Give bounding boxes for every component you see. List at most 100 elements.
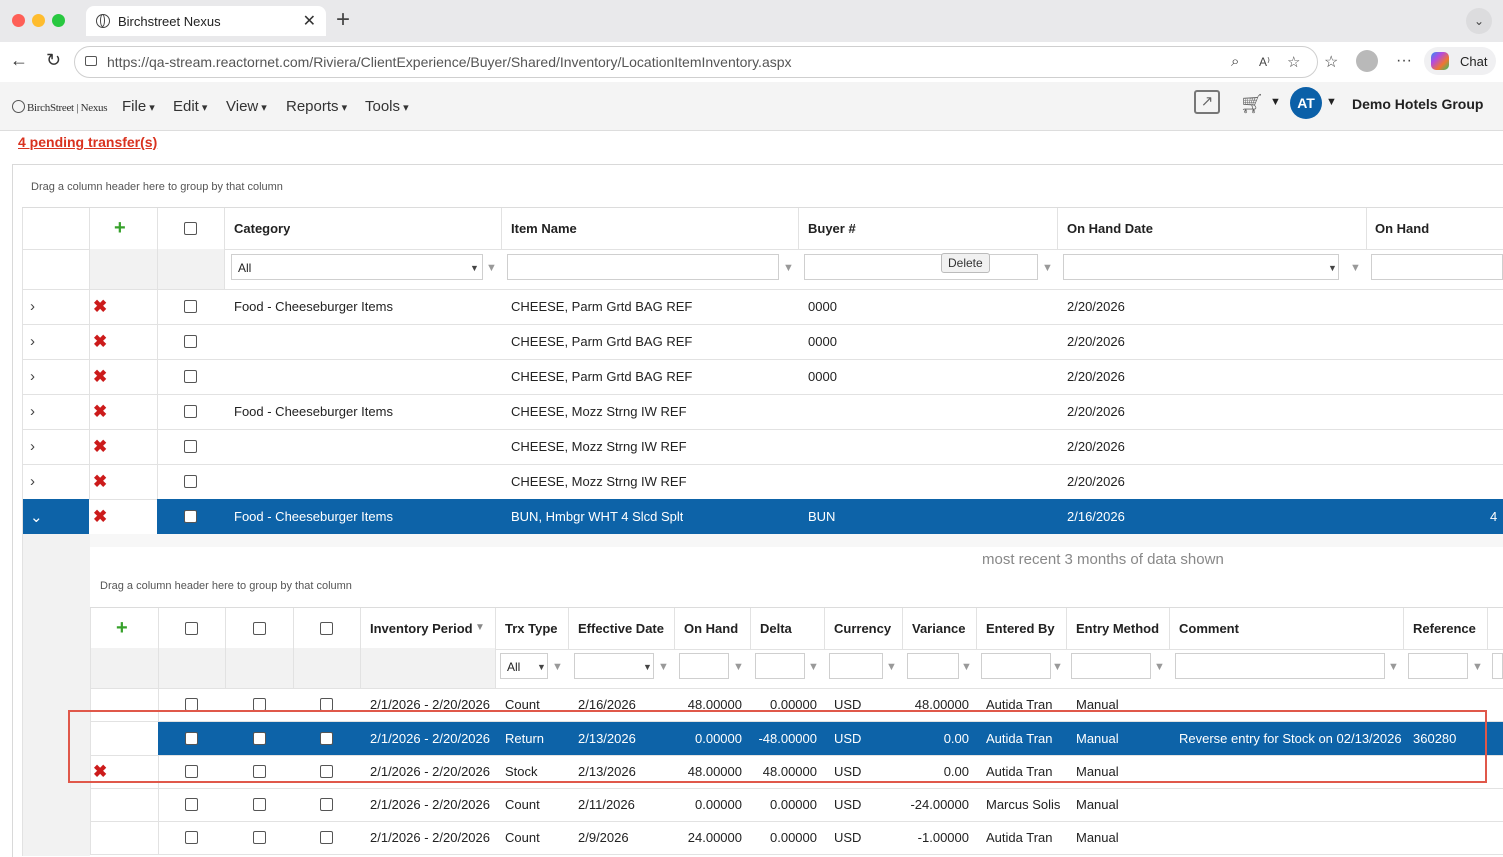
filter-icon[interactable]: ▼ <box>1042 262 1053 274</box>
close-window-icon[interactable] <box>12 14 25 27</box>
user-avatar[interactable]: AT <box>1290 87 1322 119</box>
row-checkbox-2[interactable] <box>253 688 266 721</box>
col-header-comment[interactable]: Comment <box>1179 621 1239 636</box>
reload-icon[interactable]: ↻ <box>46 50 62 70</box>
add-transaction-icon[interactable]: + <box>116 617 128 639</box>
zoom-icon[interactable]: ⌕ <box>1231 53 1240 70</box>
transaction-row[interactable]: 2/1/2026 - 2/20/2026 Count 2/9/2026 24.0… <box>90 821 1503 855</box>
profile-avatar-icon[interactable] <box>1356 50 1378 72</box>
delete-row-icon[interactable]: ✖ <box>93 296 108 316</box>
col-header-variance[interactable]: Variance <box>912 621 966 636</box>
filter-icon[interactable]: ▼ <box>783 262 794 274</box>
select-all-checkbox[interactable] <box>184 208 197 249</box>
row-checkbox-2[interactable] <box>253 755 266 788</box>
filter-icon[interactable]: ▼ <box>1052 661 1063 673</box>
comment-filter-input[interactable] <box>1175 653 1385 679</box>
collapse-chevron-icon[interactable]: ⌄ <box>30 508 43 526</box>
select-all-checkbox[interactable] <box>185 608 198 649</box>
pending-transfers-link[interactable]: 4 pending transfer(s) <box>18 134 158 150</box>
table-row-expanded[interactable]: ⌄ ✖ Food - Cheeseburger Items BUN, Hmbgr… <box>22 499 1503 535</box>
table-row[interactable]: › ✖ CHEESE, Mozz Strng IW REF 2/20/2026 <box>22 464 1503 500</box>
delete-row-icon[interactable]: ✖ <box>93 436 108 456</box>
row-checkbox[interactable] <box>184 359 197 394</box>
filter-icon[interactable]: ▼ <box>1388 661 1399 673</box>
item-name-filter-input[interactable] <box>507 254 779 280</box>
copilot-chat-button[interactable]: Chat <box>1424 47 1496 75</box>
filter-icon[interactable]: ▼ <box>808 661 819 673</box>
favorites-icon[interactable]: ☆ <box>1324 54 1339 71</box>
table-row[interactable]: › ✖ CHEESE, Mozz Strng IW REF 2/20/2026 <box>22 429 1503 465</box>
row-checkbox[interactable] <box>185 788 198 821</box>
filter-icon[interactable]: ▼ <box>1350 262 1361 274</box>
transaction-row[interactable]: 2/1/2026 - 2/20/2026 Count 2/16/2026 48.… <box>90 688 1503 722</box>
maximize-window-icon[interactable] <box>52 14 65 27</box>
table-row[interactable]: › ✖ Food - Cheeseburger Items CHEESE, Mo… <box>22 394 1503 430</box>
row-checkbox-3[interactable] <box>320 821 333 854</box>
filter-icon[interactable]: ▼ <box>1154 661 1165 673</box>
effective-date-filter-select[interactable]: ▼ <box>574 653 654 679</box>
row-checkbox[interactable] <box>185 821 198 854</box>
export-chart-icon[interactable]: ↗ <box>1194 90 1220 114</box>
row-checkbox-3[interactable] <box>320 755 333 788</box>
filter-icon[interactable]: ▼ <box>486 262 497 274</box>
category-filter-select[interactable]: All ▼ <box>231 254 483 280</box>
col-header-buyer-number[interactable]: Buyer # <box>808 221 856 236</box>
currency-filter-input[interactable] <box>829 653 883 679</box>
row-checkbox-3[interactable] <box>320 688 333 721</box>
delete-row-icon[interactable]: ✖ <box>93 401 108 421</box>
delete-row-icon[interactable]: ✖ <box>93 331 108 351</box>
browser-tab[interactable]: Birchstreet Nexus ✕ <box>86 6 326 36</box>
close-tab-icon[interactable]: ✕ <box>302 13 316 30</box>
menu-view[interactable]: View <box>226 98 267 115</box>
col-header-effective-date[interactable]: Effective Date <box>578 621 664 636</box>
delete-row-icon[interactable]: ✖ <box>93 506 108 526</box>
filter-icon[interactable]: ▼ <box>1472 661 1483 673</box>
menu-reports[interactable]: Reports <box>286 98 347 115</box>
entered-by-filter-input[interactable] <box>981 653 1051 679</box>
filter-active-icon[interactable]: ▼ <box>475 622 485 633</box>
col-header-category[interactable]: Category <box>234 221 291 236</box>
select-all-checkbox-2[interactable] <box>253 608 266 649</box>
menu-tools[interactable]: Tools <box>365 98 409 115</box>
user-chevron-down-icon[interactable]: ▼ <box>1326 96 1337 108</box>
col-header-delta[interactable]: Delta <box>760 621 792 636</box>
row-checkbox-2[interactable] <box>253 788 266 821</box>
col-header-entry-method[interactable]: Entry Method <box>1076 621 1160 636</box>
row-checkbox[interactable] <box>184 394 197 429</box>
reference-filter-input[interactable] <box>1408 653 1468 679</box>
filter-icon[interactable]: ▼ <box>886 661 897 673</box>
select-all-checkbox-3[interactable] <box>320 608 333 649</box>
expand-chevron-icon[interactable]: › <box>30 438 35 455</box>
filter-icon[interactable]: ▼ <box>961 661 972 673</box>
table-row[interactable]: › ✖ CHEESE, Parm Grtd BAG REF 0000 2/20/… <box>22 359 1503 395</box>
row-checkbox[interactable] <box>184 324 197 359</box>
cart-chevron-down-icon[interactable]: ▼ <box>1270 96 1281 108</box>
transaction-row-selected[interactable]: 2/1/2026 - 2/20/2026 Return 2/13/2026 0.… <box>90 722 1503 756</box>
delta-filter-input[interactable] <box>755 653 805 679</box>
on-hand-filter-input[interactable] <box>679 653 729 679</box>
row-checkbox[interactable] <box>184 464 197 499</box>
row-checkbox[interactable] <box>185 722 198 755</box>
expand-chevron-icon[interactable]: › <box>30 403 35 420</box>
row-checkbox[interactable] <box>184 289 197 324</box>
col-header-on-hand[interactable]: On Hand <box>1375 221 1430 236</box>
new-tab-icon[interactable]: + <box>336 6 351 33</box>
on-hand-date-filter-select[interactable]: ▼ <box>1063 254 1339 280</box>
minimize-window-icon[interactable] <box>32 14 45 27</box>
more-options-icon[interactable]: ··· <box>1396 52 1412 69</box>
delete-row-icon[interactable]: ✖ <box>93 761 108 781</box>
col-header-on-hand[interactable]: On Hand <box>684 621 739 636</box>
variance-filter-input[interactable] <box>907 653 959 679</box>
expand-chevron-icon[interactable]: › <box>30 333 35 350</box>
col-header-trx-type[interactable]: Trx Type <box>505 621 558 636</box>
col-header-reference[interactable]: Reference <box>1413 621 1476 636</box>
transaction-row[interactable]: 2/1/2026 - 2/20/2026 Count 2/11/2026 0.0… <box>90 788 1503 822</box>
back-arrow-icon[interactable]: ← <box>10 50 28 70</box>
tab-list-chevron-icon[interactable]: ⌄ <box>1466 8 1492 34</box>
on-hand-filter-input[interactable] <box>1371 254 1503 280</box>
url-field[interactable]: https://qa-stream.reactornet.com/Riviera… <box>74 46 1318 78</box>
expand-chevron-icon[interactable]: › <box>30 368 35 385</box>
col-header-inventory-period[interactable]: Inventory Period <box>370 621 473 636</box>
row-checkbox[interactable] <box>185 755 198 788</box>
filter-icon[interactable]: ▼ <box>658 661 669 673</box>
